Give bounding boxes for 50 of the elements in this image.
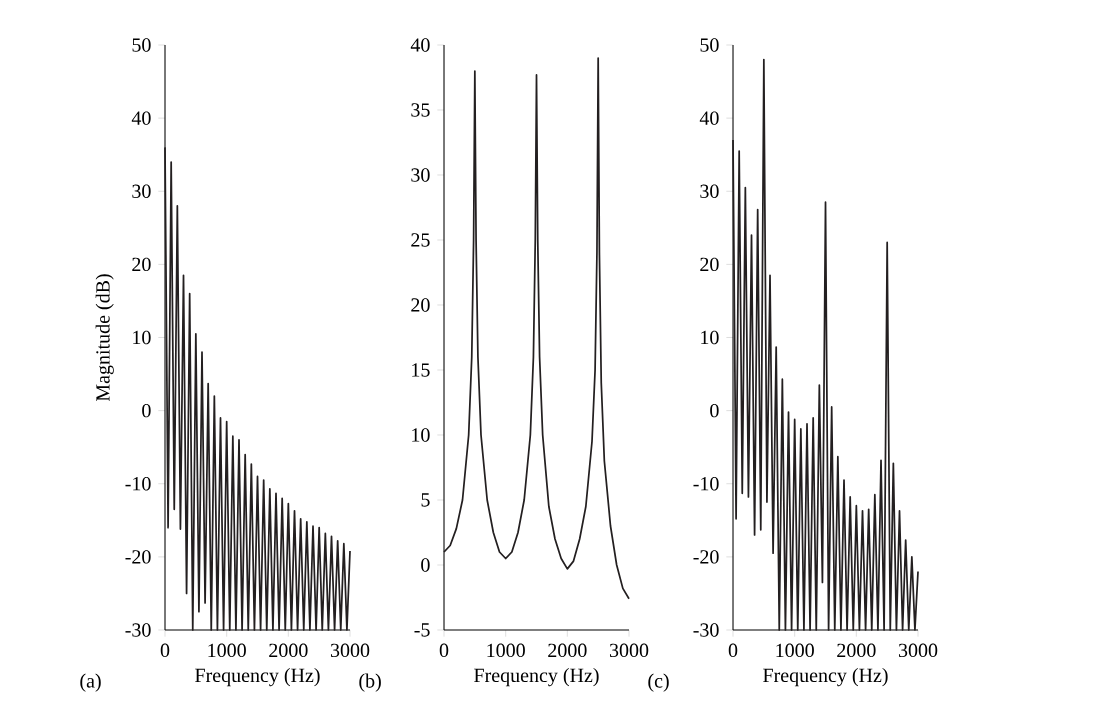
y-tick-label: -20 bbox=[125, 550, 151, 564]
y-tick-label: 10 bbox=[412, 428, 430, 442]
y-tick-label: 15 bbox=[412, 363, 430, 377]
y-tick-label: -30 bbox=[125, 623, 151, 637]
y-tick-label: 0 bbox=[710, 403, 719, 418]
x-tick-label: 1000 bbox=[487, 643, 525, 658]
y-tick-label: -5 bbox=[414, 623, 430, 637]
y-tick-label: -30 bbox=[693, 623, 719, 637]
x-tick-label: 3000 bbox=[609, 643, 649, 658]
x-axis-title: Frequency (Hz) bbox=[474, 668, 599, 687]
x-tick-label: 0 bbox=[728, 643, 738, 658]
y-tick-label: 5 bbox=[421, 493, 430, 507]
y-tick-label: 40 bbox=[699, 111, 719, 125]
y-axis-title: Magnitude (dB) bbox=[95, 274, 114, 402]
x-tick-label: 3000 bbox=[898, 643, 938, 658]
line-series bbox=[732, 58, 919, 631]
text: (c) bbox=[648, 673, 669, 692]
y-tick-label: 20 bbox=[411, 298, 430, 312]
y-tick-label: 35 bbox=[411, 103, 430, 117]
x-tick-label: 1000 bbox=[208, 643, 246, 658]
x-tick-label: 1000 bbox=[776, 643, 814, 658]
line-series bbox=[164, 146, 351, 631]
y-tick-label: 10 bbox=[133, 330, 151, 345]
x-tick-label: 2000 bbox=[548, 643, 587, 658]
text: (a) bbox=[80, 673, 101, 692]
y-tick-label: 25 bbox=[411, 233, 430, 247]
y-tick-label: 30 bbox=[700, 184, 719, 198]
y-tick-label: 30 bbox=[411, 168, 430, 182]
y-tick-label: 10 bbox=[701, 330, 719, 345]
y-tick-label: 50 bbox=[132, 38, 151, 52]
x-axis-title: Frequency (Hz) bbox=[195, 668, 320, 687]
x-tick-label: 2000 bbox=[837, 643, 876, 658]
y-tick-label: 20 bbox=[700, 257, 719, 272]
x-tick-label: 2000 bbox=[269, 643, 308, 658]
x-axis-title: Frequency (Hz) bbox=[763, 668, 888, 687]
y-tick-label: -20 bbox=[693, 550, 719, 564]
line-series bbox=[443, 57, 630, 600]
y-tick-label: -10 bbox=[693, 477, 719, 491]
y-tick-label: 40 bbox=[410, 38, 430, 52]
text: (b) bbox=[359, 673, 381, 692]
y-tick-label: 0 bbox=[421, 558, 430, 572]
x-tick-label: 0 bbox=[160, 643, 170, 658]
y-tick-label: 40 bbox=[131, 111, 151, 125]
y-tick-label: 50 bbox=[700, 38, 719, 52]
y-tick-label: -10 bbox=[125, 477, 151, 491]
y-tick-label: 20 bbox=[132, 257, 151, 272]
y-tick-label: 30 bbox=[132, 184, 151, 198]
y-tick-label: 0 bbox=[142, 403, 151, 418]
x-tick-label: 0 bbox=[439, 643, 449, 658]
x-tick-label: 3000 bbox=[330, 643, 370, 658]
